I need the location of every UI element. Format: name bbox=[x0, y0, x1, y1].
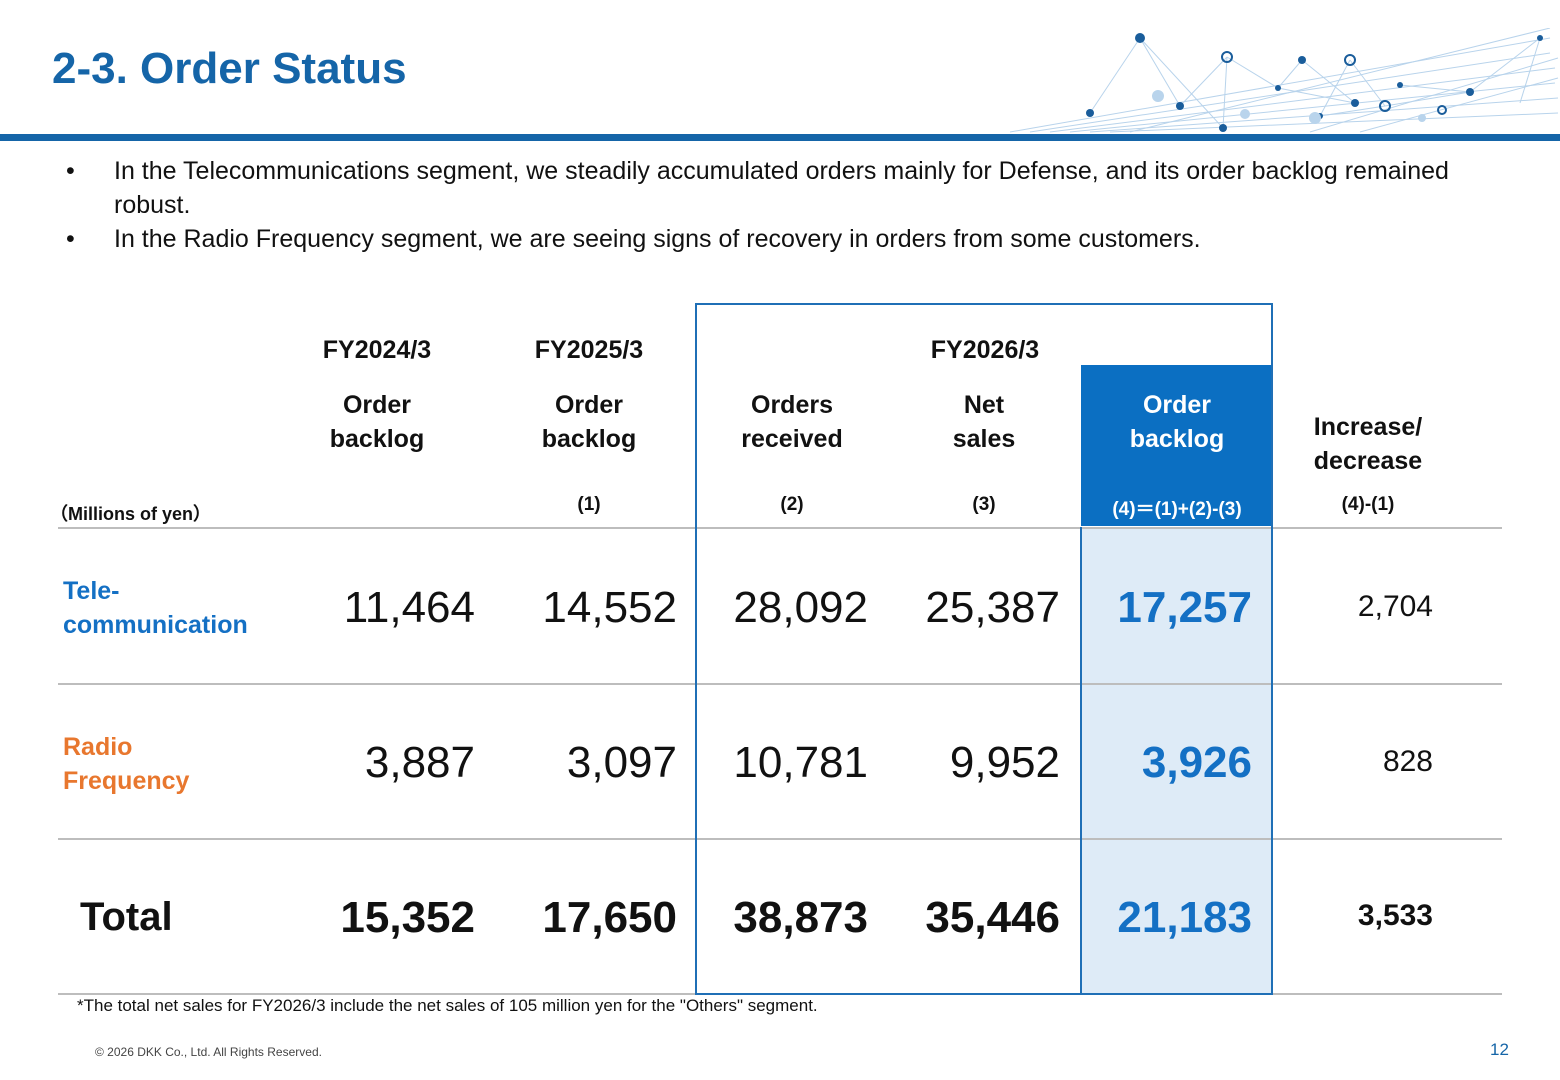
table-cell: 17,650 bbox=[542, 893, 677, 942]
bullet-symbol: • bbox=[66, 157, 75, 185]
column-formula: (4)-(1) bbox=[1341, 494, 1395, 515]
table-cell-highlight: 17,257 bbox=[1117, 583, 1252, 632]
bullet-text: In the Radio Frequency segment, we are s… bbox=[114, 225, 1201, 253]
column-header-line1: Net bbox=[963, 391, 1005, 419]
column-header: Net sales bbox=[904, 388, 1064, 456]
row-label-line2: Frequency bbox=[63, 767, 190, 795]
table-cell: 3,887 bbox=[364, 738, 475, 787]
row-label-line2: communication bbox=[63, 611, 248, 639]
row-label-line1: Tele- bbox=[63, 577, 120, 605]
column-header-highlight: Order backlog bbox=[1081, 388, 1273, 456]
column-header: Orders received bbox=[702, 388, 882, 456]
table-cell: 38,873 bbox=[733, 893, 868, 942]
column-formula: (1) bbox=[577, 494, 601, 515]
table-cell: 10,781 bbox=[733, 738, 868, 787]
row-label-total: Total bbox=[80, 895, 173, 939]
title-underline bbox=[0, 134, 1560, 141]
row-label-line1: Radio bbox=[63, 733, 133, 761]
table-cell: 25,387 bbox=[925, 583, 1060, 632]
column-header-line2: backlog bbox=[541, 425, 637, 453]
column-header: Increase/ decrease bbox=[1283, 410, 1453, 478]
table-cell-highlight: 21,183 bbox=[1117, 893, 1252, 942]
bullet-symbol: • bbox=[66, 225, 75, 253]
column-formula: (2) bbox=[780, 494, 804, 515]
slide-title: 2-3. Order Status bbox=[52, 44, 407, 93]
highlight-column-body bbox=[1081, 527, 1273, 995]
row-label-radio-frequency: Radio Frequency bbox=[63, 730, 189, 798]
bullet-text: In the Telecommunications segment, we st… bbox=[114, 157, 1449, 219]
column-header-line2: decrease bbox=[1313, 447, 1423, 475]
column-header-line1: Order bbox=[342, 391, 412, 419]
column-formula: (4)＝(1)+(2)-(3) bbox=[1112, 499, 1242, 520]
table-cell-highlight: 3,926 bbox=[1141, 738, 1252, 787]
footnote: *The total net sales for FY2026/3 includ… bbox=[77, 996, 818, 1015]
column-header: Order backlog bbox=[509, 388, 669, 456]
bullet-item: • In the Telecommunications segment, we … bbox=[66, 154, 1506, 222]
column-formula: (3) bbox=[972, 494, 996, 515]
fy2024-header: FY2024/3 bbox=[322, 336, 432, 364]
unit-label: （Millions of yen） bbox=[50, 504, 212, 524]
network-decoration bbox=[1010, 28, 1559, 133]
row-divider bbox=[58, 838, 1502, 840]
column-header-line2: received bbox=[741, 425, 843, 453]
table-cell: 35,446 bbox=[925, 893, 1060, 942]
fy2026-header: FY2026/3 bbox=[930, 336, 1040, 364]
column-header-line2: backlog bbox=[1129, 425, 1225, 453]
bullet-item: • In the Radio Frequency segment, we are… bbox=[66, 222, 1506, 256]
table-cell: 828 bbox=[1382, 745, 1433, 778]
highlight-left-border bbox=[1080, 527, 1082, 995]
column-header-line1: Order bbox=[554, 391, 624, 419]
table-cell: 2,704 bbox=[1357, 590, 1433, 623]
column-header: Order backlog bbox=[297, 388, 457, 456]
fy2025-header: FY2025/3 bbox=[534, 336, 644, 364]
highlight-column-header bbox=[1081, 365, 1273, 526]
fy2026-frame bbox=[695, 303, 1273, 995]
row-divider bbox=[58, 683, 1502, 685]
column-header-line2: backlog bbox=[329, 425, 425, 453]
column-header-line1: Increase/ bbox=[1313, 413, 1423, 441]
table-cell: 15,352 bbox=[340, 893, 475, 942]
column-header-line1: Orders bbox=[751, 391, 833, 419]
table-cell: 3,097 bbox=[566, 738, 677, 787]
row-label-telecommunication: Tele- communication bbox=[63, 574, 248, 642]
table-cell: 11,464 bbox=[343, 583, 475, 632]
page-number: 12 bbox=[1490, 1040, 1509, 1059]
summary-bullets: • In the Telecommunications segment, we … bbox=[66, 154, 1506, 256]
table-cell: 28,092 bbox=[733, 583, 868, 632]
column-header-line2: sales bbox=[952, 425, 1016, 453]
table-cell: 9,952 bbox=[949, 738, 1060, 787]
row-divider bbox=[58, 527, 1502, 529]
column-header-line1: Order bbox=[1142, 391, 1212, 419]
table-cell: 14,552 bbox=[542, 583, 677, 632]
copyright: © 2026 DKK Co., Ltd. All Rights Reserved… bbox=[95, 1045, 322, 1059]
table-cell: 3,533 bbox=[1357, 899, 1433, 932]
